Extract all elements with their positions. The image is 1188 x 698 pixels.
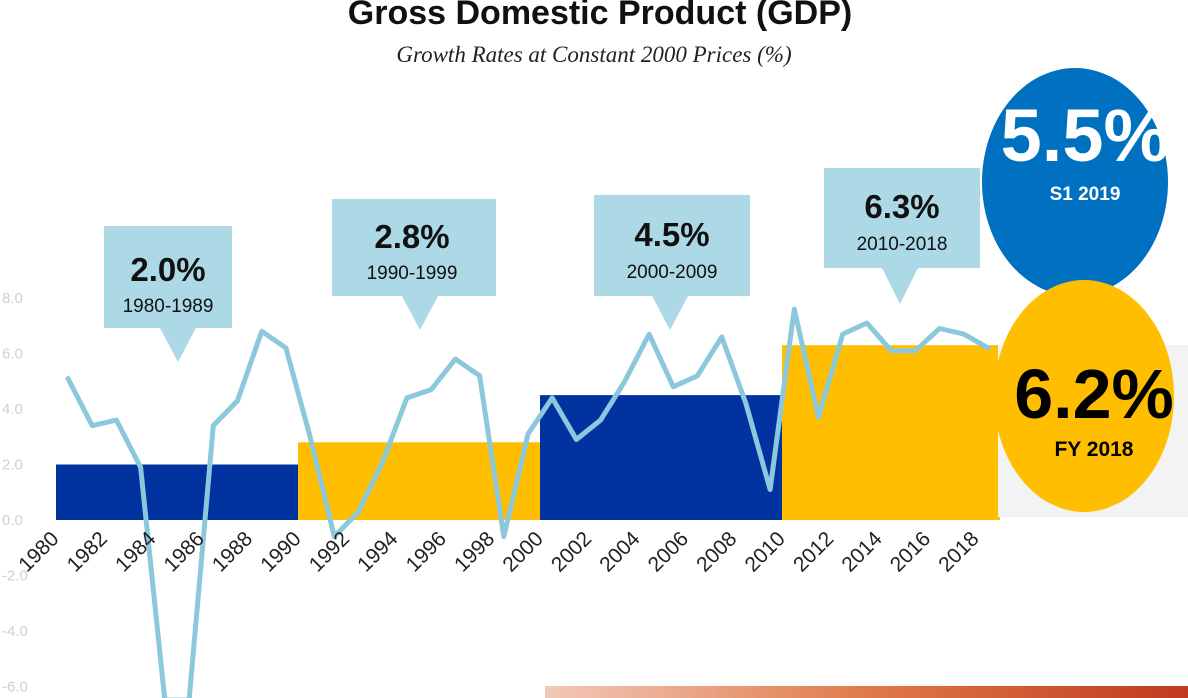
badge-label: FY 2018: [1054, 438, 1133, 461]
x-tick-label: 2018: [934, 527, 983, 576]
x-tick-label: 1990: [256, 527, 305, 576]
callout-1980-1989: 2.0% 1980-1989: [104, 226, 232, 362]
x-tick-label: 1998: [450, 527, 499, 576]
x-tick-label: 1988: [208, 527, 257, 576]
callout-value: 6.3%: [864, 188, 939, 225]
badge-fy-2018: 6.2% FY 2018: [994, 280, 1174, 512]
period-bar-1990-1999: [298, 442, 540, 520]
x-tick-label: 2012: [789, 527, 838, 576]
callout-period: 1980-1989: [123, 296, 214, 317]
callout-period: 1990-1999: [367, 263, 458, 284]
x-tick-label: 1982: [63, 527, 112, 576]
callout-box: [104, 226, 232, 362]
badge-circle: [982, 68, 1168, 296]
period-bars: [56, 345, 1000, 520]
chart-title: Gross Domestic Product (GDP): [348, 0, 852, 32]
x-tick-label: 2002: [547, 527, 596, 576]
x-tick-label: 1992: [305, 527, 354, 576]
callout-2000-2009: 4.5% 2000-2009: [594, 195, 750, 330]
y-tick-label: 8.0: [2, 290, 23, 307]
period-bar-2000-2009: [540, 395, 782, 520]
callout-box: [824, 168, 980, 304]
gdp-growth-line: [65, 306, 991, 698]
callout-period: 2010-2018: [857, 234, 948, 255]
y-tick-label: 0.0: [2, 512, 23, 529]
decorative-bottom-strip: [545, 686, 1188, 698]
callout-box: [594, 195, 750, 330]
callout-value: 4.5%: [634, 216, 709, 253]
period-bar-2010-2018: [782, 345, 1000, 520]
y-tick-label: -6.0: [2, 679, 28, 696]
x-tick-label: 2004: [595, 527, 645, 577]
x-tick-label: 2014: [837, 527, 887, 577]
x-tick-label: 2008: [692, 527, 741, 576]
y-tick-label: -2.0: [2, 568, 28, 585]
badge-value: 5.5%: [1001, 94, 1170, 177]
x-tick-label: 2006: [644, 527, 693, 576]
x-tick-label: 2010: [741, 527, 790, 576]
x-tick-label: 1996: [402, 527, 451, 576]
x-tick-label: 2016: [886, 527, 935, 576]
x-tick-label: 1994: [353, 527, 403, 577]
chart-subtitle: Growth Rates at Constant 2000 Prices (%): [396, 42, 791, 67]
period-callouts: 2.0% 1980-1989 2.8% 1990-1999 4.5% 2000-…: [104, 168, 980, 362]
callout-box: [332, 199, 496, 330]
x-axis-ticks: 1980 1982 1984 1986 1988 1990 1992 1994 1996 1998…: [14, 527, 983, 577]
callout-value: 2.8%: [374, 218, 449, 255]
callout-2010-2018: 6.3% 2010-2018: [824, 168, 980, 304]
badge-label: S1 2019: [1050, 184, 1121, 205]
y-axis-ticks: 8.0 6.0 4.0 2.0 0.0 -2.0 -4.0 -6.0: [2, 290, 28, 696]
callout-period: 2000-2009: [627, 262, 718, 283]
callout-1990-1999: 2.8% 1990-1999: [332, 199, 496, 330]
badge-s1-2019: 5.5% S1 2019: [982, 68, 1169, 296]
badge-circle: [994, 280, 1174, 512]
y-tick-label: -4.0: [2, 623, 28, 640]
period-bar-1980-1989: [56, 464, 298, 520]
y-tick-label: 4.0: [2, 401, 23, 418]
y-tick-label: 6.0: [2, 346, 23, 363]
y-tick-label: 2.0: [2, 457, 23, 474]
badge-value: 6.2%: [1014, 355, 1174, 433]
callout-value: 2.0%: [130, 251, 205, 288]
